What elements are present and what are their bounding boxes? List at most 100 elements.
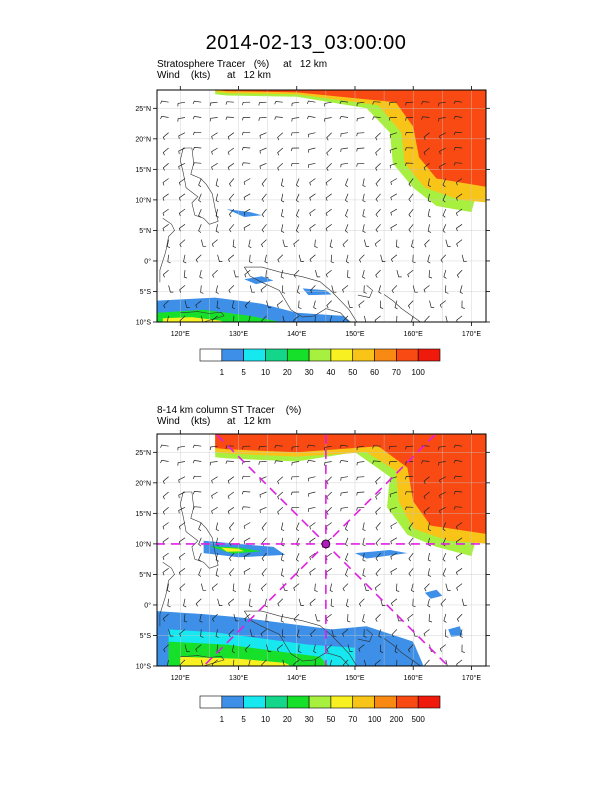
panel1-wind-barbs: [160, 100, 467, 322]
wind-barb: [390, 567, 398, 575]
wind-barb: [277, 491, 284, 500]
panel2-plot: 120°E 130°E 140°E 150°E 160°E 170°E25°N20°N15…: [135, 430, 490, 724]
wind-barb: [358, 598, 365, 607]
wind-barb: [291, 461, 300, 466]
wind-barb: [356, 101, 365, 107]
coastline-segment: [357, 629, 373, 642]
wind-barb: [442, 208, 447, 218]
wind-barb: [410, 239, 415, 249]
wind-barb: [162, 178, 169, 186]
wind-barb: [408, 178, 414, 187]
coastline-segment: [244, 266, 350, 322]
wind-barb: [217, 598, 223, 606]
colorbar-label: 70: [348, 715, 357, 724]
wind-barb: [241, 491, 251, 495]
wind-barb: [461, 300, 465, 309]
wind-barb: [265, 270, 269, 279]
wind-barb: [424, 659, 430, 666]
wind-barb: [192, 131, 202, 136]
colorbar-label: 1: [220, 368, 225, 377]
wind-barb: [258, 117, 267, 121]
wind-barb: [168, 629, 174, 637]
colorbar-box: [417, 348, 441, 362]
wind-barb: [347, 300, 353, 308]
wind-barb: [455, 193, 463, 201]
wind-barb: [394, 644, 398, 654]
wind-barb: [439, 300, 447, 308]
wind-barb: [192, 491, 202, 495]
wind-barb: [162, 132, 169, 141]
wind-barb: [345, 598, 350, 608]
wind-barb: [388, 101, 397, 106]
wind-barb: [309, 568, 316, 576]
wind-barb: [309, 208, 316, 217]
wind-barb: [340, 147, 349, 153]
wind-barb: [211, 476, 218, 484]
wind-barb: [362, 224, 366, 233]
wind-barb: [225, 460, 234, 464]
wind-barb: [408, 193, 414, 202]
wind-barb: [233, 659, 235, 666]
panel1-title: Stratosphere Tracer (%) at 12 km Wind (k…: [157, 59, 327, 81]
wind-barb: [261, 568, 267, 577]
x-tick-label: 120°E: [171, 674, 190, 682]
wind-barb: [298, 644, 302, 653]
wind-barb: [340, 476, 349, 481]
wind-barb: [232, 239, 237, 248]
wind-barb: [362, 553, 366, 562]
wind-barb: [178, 568, 186, 576]
wind-barb: [423, 476, 430, 485]
wind-barb: [405, 117, 414, 121]
wind-barb: [281, 224, 285, 233]
colorbar-box: [396, 695, 419, 709]
wind-barb: [344, 224, 349, 233]
wind-barb: [342, 629, 349, 637]
wind-barb: [265, 614, 269, 623]
wind-barb: [178, 506, 186, 514]
wind-barb: [356, 147, 365, 152]
wind-barb: [228, 224, 235, 233]
wind-barb: [309, 254, 316, 263]
wind-barb: [374, 659, 381, 666]
wind-barb: [198, 178, 202, 188]
wind-barb: [427, 553, 432, 562]
wind-barb: [326, 644, 332, 653]
wind-barb: [261, 315, 267, 322]
wind-barb: [324, 117, 332, 122]
y-tick-label: 10°S: [136, 663, 152, 671]
wind-barb: [442, 522, 447, 532]
wind-barb: [200, 583, 207, 591]
wind-barb: [162, 613, 169, 622]
wind-barb: [442, 224, 447, 233]
wind-barb: [389, 132, 398, 138]
wind-barb: [298, 254, 304, 262]
x-tick-label: 150°E: [345, 330, 364, 338]
wind-barb: [356, 506, 365, 511]
coastline-segment: [244, 266, 358, 322]
colorbar-box: [286, 695, 310, 709]
wind-barb: [453, 100, 463, 104]
wind-barb: [227, 507, 235, 515]
wind-barb: [380, 254, 386, 262]
panel1-title-line2: Wind (kts) at 12 km: [157, 70, 271, 81]
wind-barb: [243, 223, 251, 231]
wind-barb: [306, 115, 316, 120]
wind-barb: [396, 659, 398, 666]
wind-barb: [215, 285, 219, 294]
panel2-center-marker: [321, 539, 331, 549]
wind-barb: [374, 583, 381, 591]
y-tick-label: 0°: [144, 257, 151, 265]
wind-barb: [324, 445, 332, 451]
wind-barb: [453, 475, 463, 480]
wind-barb: [293, 239, 300, 247]
wind-barb: [428, 270, 433, 279]
wind-barb: [192, 475, 202, 480]
colorbar-label: 20: [283, 715, 292, 724]
wind-barb: [326, 507, 332, 515]
wind-barb: [261, 659, 267, 666]
y-tick-label: 10°N: [135, 196, 151, 204]
wind-barb: [440, 598, 447, 607]
wind-barb: [195, 598, 202, 607]
wind-barb: [424, 239, 430, 248]
wind-barb: [345, 254, 350, 264]
